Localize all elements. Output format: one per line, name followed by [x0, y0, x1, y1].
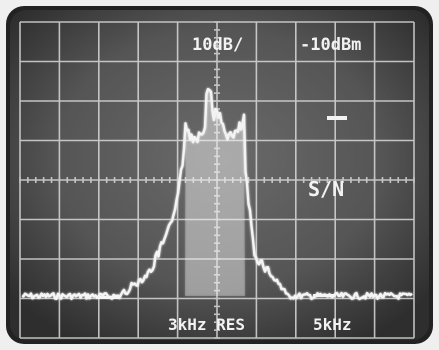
- marker-dash: [327, 116, 347, 120]
- spectrum-peak-fill: [185, 89, 245, 296]
- reference-level-readout: -10dBm: [300, 35, 361, 55]
- resolution-bandwidth-readout: 3kHz RES: [168, 315, 245, 334]
- span-readout: 5kHz: [313, 315, 352, 334]
- noise-marker-right: [313, 294, 335, 297]
- scale-readout: 10dB/: [192, 35, 243, 55]
- noise-marker-left: [96, 296, 120, 299]
- spectrum-trace: [21, 87, 413, 301]
- s-n-label: S/N: [308, 177, 344, 201]
